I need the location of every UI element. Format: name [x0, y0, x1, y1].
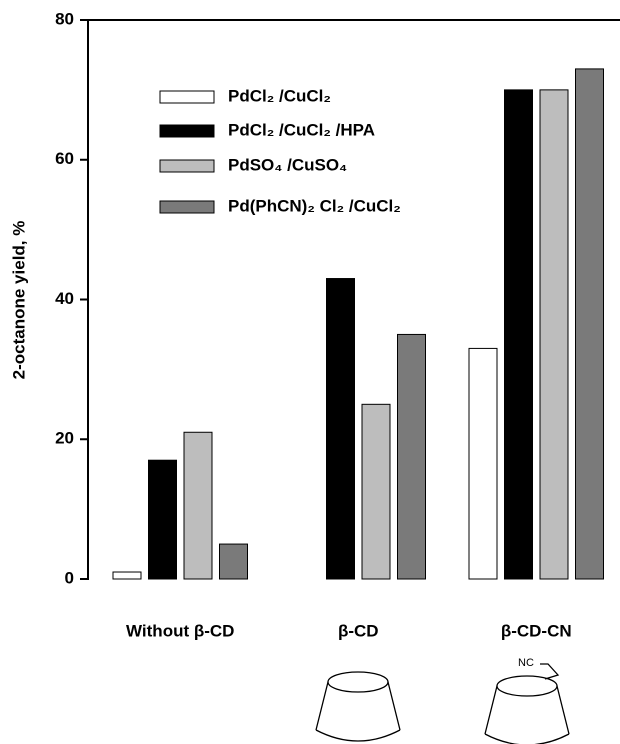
cdcn-body: [484, 685, 570, 744]
x-tick-label: β-CD-CN: [501, 621, 572, 640]
legend-label: PdSO₄ /CuSO₄: [228, 155, 347, 174]
legend-swatch: [159, 90, 215, 104]
x-tick-label: Without β-CD: [126, 621, 234, 640]
bar: [504, 89, 533, 580]
bar: [112, 571, 142, 580]
legend-swatch: [159, 200, 215, 214]
y-tick-label: 0: [65, 568, 74, 587]
cd-body: [315, 681, 401, 742]
y-axis-label: 2-octanone yield, %: [9, 221, 28, 380]
cyclodextrin-drawings: [315, 663, 570, 744]
y-tick-label: 60: [55, 149, 74, 168]
bar: [219, 543, 248, 580]
bar: [361, 403, 391, 580]
cd-top: [327, 671, 389, 693]
y-tick-label: 40: [55, 289, 74, 308]
y-tick-label: 20: [55, 429, 74, 448]
legend-label: PdCl₂ /CuCl₂ /HPA: [228, 120, 375, 139]
cn-bond: [540, 663, 560, 680]
bar: [539, 89, 569, 580]
x-tick-label: β-CD: [338, 621, 379, 640]
structure-label: NC: [518, 657, 534, 669]
bar: [183, 431, 213, 580]
bar: [148, 459, 177, 580]
y-tick-label: 80: [55, 9, 74, 28]
legend-label: Pd(PhCN)₂ Cl₂ /CuCl₂: [228, 196, 401, 215]
legend-swatch: [159, 124, 215, 138]
legend-swatch: [159, 159, 215, 173]
bar: [397, 333, 426, 580]
bar: [468, 347, 498, 580]
bar: [326, 278, 355, 580]
legend-label: PdCl₂ /CuCl₂: [228, 86, 331, 105]
cdcn-top: [496, 675, 558, 697]
bar: [575, 68, 604, 580]
